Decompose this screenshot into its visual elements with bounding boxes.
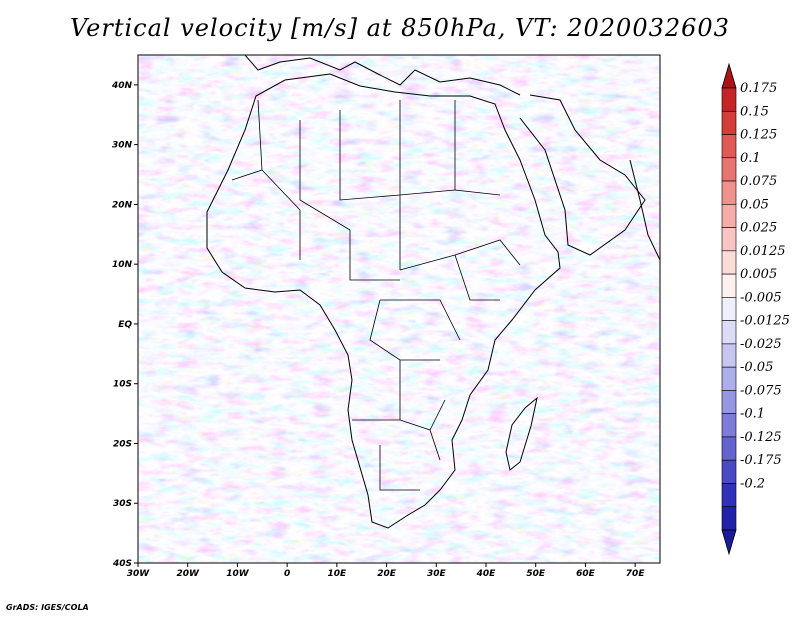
- colorbar-label: -0.2: [740, 476, 765, 491]
- colorbar-label: -0.05: [740, 360, 773, 375]
- colorbar-swatch: [721, 297, 737, 321]
- lon-tick-label: 60E: [576, 569, 596, 579]
- colorbar-swatch: [721, 436, 737, 461]
- colorbar-label: 0.15: [740, 104, 769, 119]
- lat-tick-label: 30N: [112, 141, 133, 151]
- velocity-field: [138, 55, 660, 563]
- colorbar-label: -0.0125: [740, 314, 790, 329]
- colorbar-swatch: [721, 483, 737, 508]
- lon-tick-label: 70E: [626, 569, 646, 579]
- lon-tick-label: 10W: [226, 569, 250, 579]
- latitude-axis: 40N 30N 20N 10N EQ 10S 20S 30S 40S: [111, 81, 138, 569]
- lon-tick-label: 20W: [176, 569, 200, 579]
- lat-tick-label: 20S: [113, 439, 132, 449]
- colorbar-label: 0.005: [740, 267, 777, 282]
- colorbar-label: -0.005: [740, 290, 782, 305]
- colorbar-swatch: [721, 413, 737, 438]
- colorbar-swatch: [721, 343, 737, 368]
- europe-coastline: [244, 55, 521, 96]
- lon-tick-label: 30E: [427, 569, 447, 579]
- colorbar-label: 0.125: [740, 128, 777, 143]
- colorbar-swatch: [721, 390, 737, 414]
- madagascar-outline: [505, 396, 538, 471]
- colorbar-swatch: [721, 134, 737, 159]
- india-coastline: [629, 159, 660, 261]
- colorbar-label: -0.1: [740, 407, 765, 422]
- lat-tick-label: EQ: [118, 320, 132, 330]
- lon-tick-label: 40E: [476, 569, 497, 579]
- colorbar-label: 0.0125: [740, 244, 786, 259]
- colorbar-swatch: [721, 180, 737, 205]
- lat-tick-label: 10N: [112, 260, 133, 270]
- colorbar-label: 0.075: [740, 174, 777, 189]
- colorbar: 0.175 0.15 0.125 0.1 0.075 0.05 0.025 0.0125 0.0…: [721, 62, 790, 556]
- longitude-axis: 30W 20W 10W 0 10E 20E 30E 40E 50E 60E 70E: [127, 563, 646, 579]
- colorbar-swatch: [721, 273, 737, 298]
- colorbar-swatch: [721, 227, 737, 252]
- coastlines-and-borders: [206, 55, 660, 529]
- colorbar-label: -0.075: [740, 383, 782, 398]
- colorbar-swatch: [721, 459, 737, 484]
- colorbar-label: -0.025: [740, 337, 782, 352]
- arabia-coastline: [519, 94, 646, 256]
- colorbar-swatch: [721, 110, 737, 135]
- colorbar-label: -0.125: [740, 430, 782, 445]
- software-credit: GrADS: IGES/COLA: [6, 603, 89, 612]
- colorbar-swatch: [721, 320, 737, 345]
- colorbar-top-arrow: [721, 62, 737, 89]
- colorbar-swatch: [721, 366, 737, 391]
- colorbar-swatch: [721, 157, 737, 182]
- colorbar-label: 0.1: [740, 151, 761, 166]
- colorbar-swatch: [721, 250, 737, 275]
- lat-tick-label: 40S: [112, 559, 132, 569]
- colorbar-swatch: [721, 87, 737, 112]
- lon-tick-label: 20E: [377, 569, 397, 579]
- colorbar-swatch: [721, 506, 737, 531]
- colorbar-label: -0.175: [740, 453, 782, 468]
- map-area: [137, 54, 661, 564]
- lon-tick-label: 10E: [328, 569, 348, 579]
- lat-tick-label: 20N: [112, 200, 133, 210]
- country-borders: [231, 99, 521, 491]
- lat-tick-label: 10S: [113, 380, 132, 390]
- lon-tick-label: 0: [284, 569, 290, 579]
- colorbar-label: 0.025: [740, 221, 777, 236]
- lat-tick-label: 30S: [113, 499, 132, 509]
- colorbar-label: 0.05: [740, 197, 769, 212]
- colorbar-swatch: [721, 204, 737, 228]
- lat-tick-label: 40N: [111, 81, 133, 91]
- map-border: [137, 54, 661, 564]
- chart-title: Vertical velocity [m/s] at 850hPa, VT: 2…: [70, 14, 730, 42]
- colorbar-bottom-arrow: [721, 529, 737, 556]
- lon-tick-label: 30W: [127, 569, 151, 579]
- colorbar-label: 0.175: [740, 81, 777, 96]
- lon-tick-label: 50E: [526, 569, 546, 579]
- africa-coastline: [206, 73, 561, 529]
